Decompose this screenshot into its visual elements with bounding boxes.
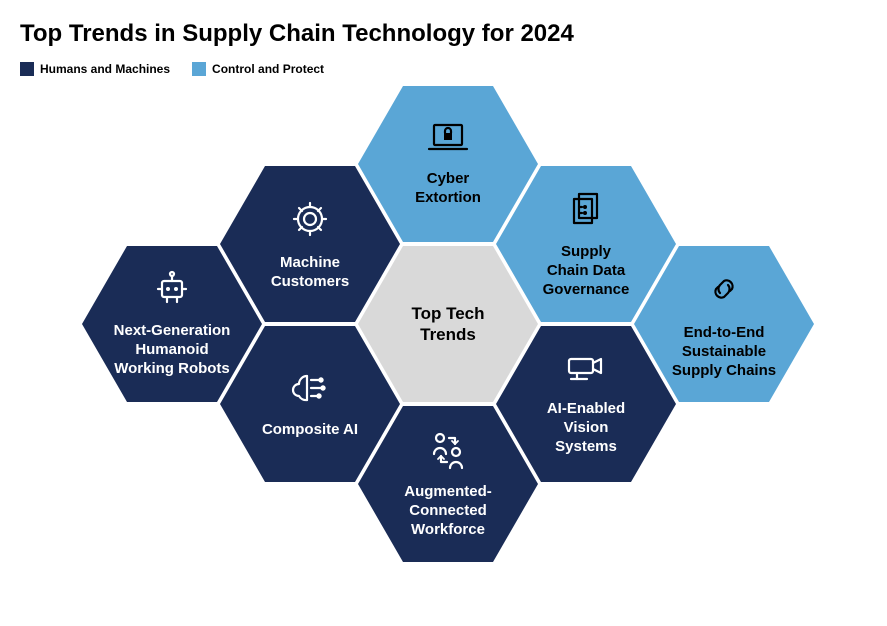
hex-label: Augmented-ConnectedWorkforce	[404, 483, 492, 539]
hex-label: Composite AI	[262, 421, 358, 440]
legend: Humans and Machines Control and Protect	[20, 62, 867, 76]
hex-label: Top TechTrends	[411, 303, 484, 346]
gear-icon	[288, 197, 332, 246]
legend-label: Humans and Machines	[40, 62, 170, 76]
hex-label: AI-EnabledVisionSystems	[547, 400, 625, 456]
hex-label: SupplyChain DataGovernance	[543, 243, 630, 299]
hex-canvas: CyberExtortion MachineCustomers SupplyChai…	[20, 86, 867, 606]
brain-icon	[287, 368, 333, 413]
legend-swatch	[192, 62, 206, 76]
legend-item-humans-machines: Humans and Machines	[20, 62, 170, 76]
hex-label: MachineCustomers	[271, 254, 349, 292]
robot-icon	[150, 269, 194, 314]
hex-label: End-to-EndSustainableSupply Chains	[672, 324, 776, 380]
laptop-lock-icon	[425, 121, 471, 162]
link-icon	[702, 267, 746, 316]
hex-label: CyberExtortion	[415, 170, 481, 208]
page-title: Top Trends in Supply Chain Technology fo…	[20, 20, 867, 48]
camera-icon	[563, 351, 609, 392]
hex-label: Next-GenerationHumanoidWorking Robots	[114, 322, 231, 378]
legend-label: Control and Protect	[212, 62, 324, 76]
people-icon	[425, 428, 471, 475]
legend-swatch	[20, 62, 34, 76]
documents-icon	[565, 188, 607, 235]
legend-item-control-protect: Control and Protect	[192, 62, 324, 76]
